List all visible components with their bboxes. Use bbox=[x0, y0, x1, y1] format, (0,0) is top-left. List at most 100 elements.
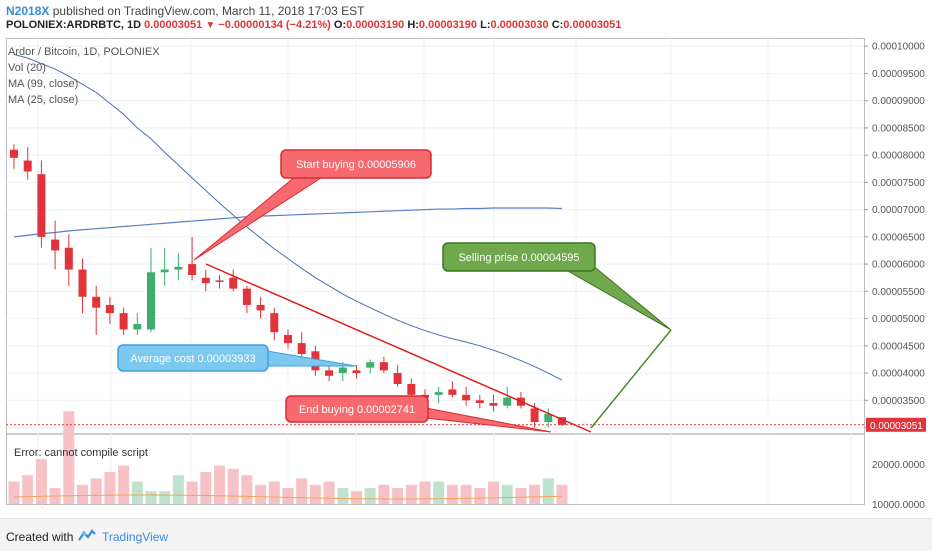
candle-body bbox=[284, 334, 292, 344]
candle-body bbox=[325, 370, 334, 376]
ohlc-header: POLONIEX:ARDRBTC, 1D 0.00003051 ▼ −0.000… bbox=[6, 19, 621, 31]
end-buying-callout-text: End buying 0.00002741 bbox=[299, 404, 415, 416]
ma99-line bbox=[13, 207, 563, 238]
last-price-tag bbox=[866, 417, 926, 432]
candle-body bbox=[105, 304, 114, 314]
plot-frame bbox=[6, 38, 865, 505]
error-message: Error: cannot compile script bbox=[14, 447, 148, 459]
candle-body bbox=[352, 370, 361, 374]
candle bbox=[407, 378, 416, 398]
candle-body bbox=[366, 362, 375, 368]
open-value: 0.00003190 bbox=[346, 19, 405, 31]
volume-bar bbox=[186, 481, 198, 504]
legend-volume[interactable]: Vol (20) bbox=[8, 62, 46, 74]
candle bbox=[51, 220, 60, 270]
x-tick-label: Apr bbox=[843, 507, 859, 508]
candle bbox=[448, 381, 457, 398]
candle bbox=[105, 296, 114, 325]
legend-ma25[interactable]: MA (25, close) bbox=[8, 94, 79, 106]
candle bbox=[242, 285, 251, 314]
volume-bar bbox=[159, 491, 171, 504]
tradingview-link[interactable]: TradingView bbox=[102, 530, 169, 544]
volume-bar bbox=[419, 481, 431, 504]
candle bbox=[119, 307, 128, 335]
candle bbox=[379, 356, 388, 374]
tradingview-logo-icon[interactable] bbox=[78, 528, 96, 542]
y-tick-label: 0.00004000 bbox=[872, 369, 925, 380]
candle bbox=[174, 253, 183, 281]
volume-bar bbox=[104, 472, 116, 504]
candle-body bbox=[229, 277, 238, 289]
chart-legend: Ardor / Bitcoin, 1D, POLONIEX Vol (20) M… bbox=[8, 44, 160, 108]
candle bbox=[37, 160, 46, 248]
volume-bar bbox=[529, 484, 541, 504]
candle bbox=[64, 234, 73, 286]
x-tick-label: Feb bbox=[29, 507, 47, 508]
sell-path-line bbox=[590, 329, 672, 429]
volume-bar bbox=[488, 481, 499, 504]
created-with-label: Created with bbox=[6, 530, 74, 544]
y-tick-label: 0.00008500 bbox=[872, 123, 925, 134]
volume-bar bbox=[501, 484, 513, 504]
ma25-line bbox=[13, 53, 563, 381]
candle bbox=[147, 247, 155, 333]
candle bbox=[325, 364, 334, 382]
volume-bar bbox=[296, 478, 308, 504]
volume-bar bbox=[282, 488, 294, 504]
volume-bar bbox=[323, 481, 335, 504]
candle-body bbox=[489, 403, 498, 406]
y-tick-label: 0.00007500 bbox=[872, 178, 925, 189]
footer-bar: Created with TradingView bbox=[0, 518, 932, 551]
selling-callout-text: Selling prise 0.00004595 bbox=[458, 252, 579, 264]
volume-bar bbox=[515, 488, 527, 504]
x-tick-label: 19 bbox=[282, 507, 294, 508]
volume-bar bbox=[63, 411, 75, 504]
volume-bar bbox=[8, 481, 20, 504]
candle bbox=[256, 296, 265, 319]
candle-body bbox=[242, 288, 251, 305]
x-tick-label: 6 bbox=[491, 507, 497, 508]
candle bbox=[352, 364, 361, 379]
volume-bar bbox=[392, 488, 404, 504]
candle bbox=[10, 144, 18, 169]
volume-bar bbox=[200, 472, 212, 504]
y-tick-label: 0.00004500 bbox=[872, 341, 925, 352]
candle-body bbox=[147, 272, 155, 330]
candle bbox=[366, 359, 375, 374]
y-tick-label: 0.00006500 bbox=[872, 232, 925, 243]
open-label: O: bbox=[333, 19, 347, 31]
candle bbox=[160, 247, 169, 286]
trend-line bbox=[205, 263, 592, 433]
volume-ma-line bbox=[13, 494, 563, 500]
legend-title[interactable]: Ardor / Bitcoin, 1D, POLONIEX bbox=[8, 46, 160, 58]
candle-body bbox=[297, 343, 306, 354]
down-arrow-icon: ▼ bbox=[205, 20, 216, 31]
candle bbox=[462, 386, 471, 406]
volume-bar bbox=[241, 475, 253, 504]
candle bbox=[434, 386, 443, 404]
candle bbox=[503, 386, 512, 409]
x-tick-label: 24 bbox=[350, 507, 362, 508]
volume-bar bbox=[446, 484, 458, 504]
y-tick-label: 0.00009000 bbox=[872, 96, 925, 107]
candle-body bbox=[544, 413, 553, 423]
price-chart-svg[interactable]: Feb 6 12 19 24 Mar 6 12 19 26 Apr 0.00010000 0.00009… bbox=[6, 38, 926, 518]
low-value: 0.00003030 bbox=[490, 19, 549, 31]
candle bbox=[489, 394, 498, 412]
volume-bar bbox=[214, 465, 225, 504]
start-buying-callout-box bbox=[280, 149, 432, 179]
candle-body bbox=[92, 296, 101, 308]
candle-body bbox=[256, 304, 265, 311]
candle-body bbox=[462, 394, 471, 401]
candle-body bbox=[393, 373, 402, 384]
candle-body bbox=[160, 269, 169, 273]
start-buying-callout-text: Start buying 0.00005906 bbox=[296, 159, 416, 171]
volume-bar bbox=[542, 478, 554, 504]
publish-header: N2018X published on TradingView.com, Mar… bbox=[6, 4, 364, 18]
volume-tick-label: 10000.0000 bbox=[872, 500, 925, 508]
author-name[interactable]: N2018X bbox=[6, 4, 50, 18]
legend-ma99[interactable]: MA (99, close) bbox=[8, 78, 79, 90]
volume-bar bbox=[145, 491, 157, 504]
chart-area[interactable]: Feb 6 12 19 24 Mar 6 12 19 26 Apr 0.00010000 0.00009… bbox=[6, 38, 926, 518]
candle-body bbox=[448, 389, 457, 395]
